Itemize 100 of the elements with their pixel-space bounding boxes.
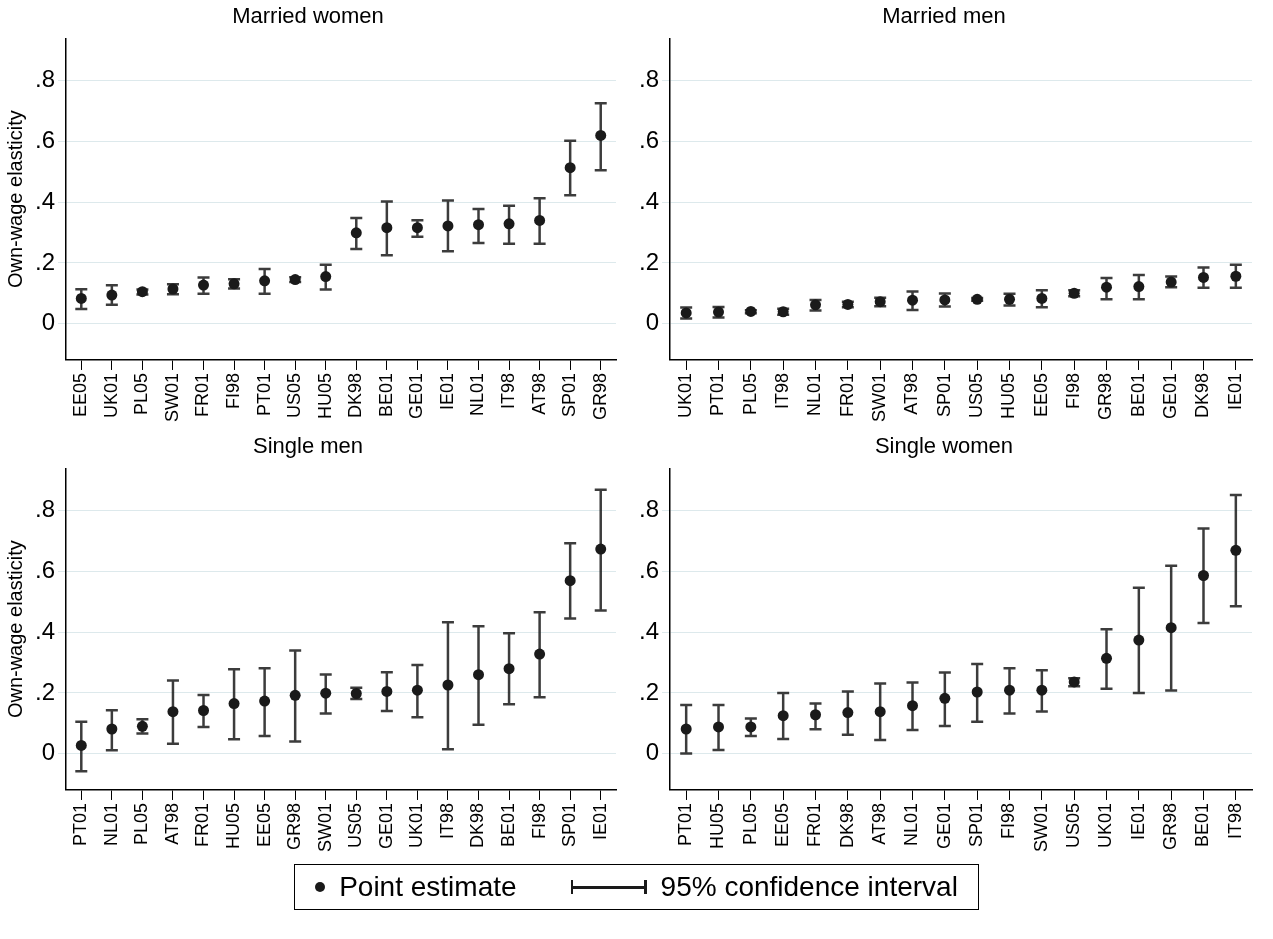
point [228,698,240,710]
x-tick-label: FR01 [192,372,213,417]
x-tick-label: FR01 [836,372,857,417]
point [595,543,607,555]
x-tick-label: UK01 [100,372,121,419]
point [1230,270,1242,282]
x-tick-label: US05 [1063,802,1084,849]
x-tick-label: IT98 [498,372,519,410]
point [564,162,576,174]
point [350,227,362,239]
x-tick-label: FR01 [804,802,825,847]
point [198,279,210,291]
y-tick-label: 0 [41,738,56,766]
x-tick-label: NL01 [100,802,121,847]
x-tick-label: EE05 [70,372,91,418]
point [473,219,484,231]
point [680,723,692,735]
point [503,218,515,230]
x-tick-label: SP01 [559,372,580,418]
point [198,705,210,716]
x-tick-label: GR98 [284,802,305,851]
y-tick-label: .8 [639,65,660,93]
point [381,685,393,697]
y-tick-label: .8 [35,65,56,93]
x-tick-label: SW01 [869,372,890,423]
x-tick-label: SP01 [559,802,580,848]
x-tick-label: IE01 [1224,372,1245,411]
legend-label: Point estimate [339,871,517,903]
point [939,692,951,704]
point [1133,281,1145,293]
y-tick-label: 0 [645,738,660,766]
x-tick-label: US05 [345,802,366,849]
point [1004,684,1016,696]
point [907,700,919,712]
x-tick-label: US05 [284,372,305,419]
x-tick-label: DK98 [836,802,857,849]
x-tick-label: HU05 [223,802,244,850]
x-tick-label: UK01 [1095,802,1116,849]
chart-title: Married men [882,3,1006,29]
point [810,709,822,721]
point [320,271,332,283]
y-tick-label: .4 [35,616,56,644]
x-tick-label: GE01 [933,802,954,850]
x-tick-label: DK98 [345,372,366,419]
x-tick-label: HU05 [707,802,728,850]
chart-title: Single men [252,433,364,459]
y-tick-label: .4 [639,616,660,644]
x-tick-label: FI98 [528,802,549,840]
point [259,695,271,707]
x-tick-label: SP01 [933,372,954,418]
x-tick-label: SW01 [161,372,182,423]
x-tick-label: NL01 [467,372,488,417]
x-tick-label: PT01 [70,802,91,847]
x-tick-label: HU05 [998,372,1019,420]
x-tick-label: GR98 [1160,802,1181,851]
chart-title: Married women [232,3,384,29]
x-tick-label: FI98 [1063,372,1084,410]
x-tick-label: AT98 [161,802,182,845]
point [534,214,546,226]
point [442,679,454,691]
y-tick-label: .2 [35,247,56,275]
point [381,222,393,234]
point [842,707,854,719]
x-tick-label: NL01 [804,372,825,417]
x-tick-label: PL05 [131,372,152,416]
x-tick-label: DK98 [467,802,488,849]
x-tick-label: FI98 [223,372,244,410]
x-tick-label: AT98 [869,802,890,845]
x-tick-label: IE01 [1127,802,1148,841]
x-tick-label: PT01 [253,372,274,417]
point [411,222,423,234]
x-tick-label: UK01 [675,372,696,419]
x-tick-label: IE01 [436,372,457,411]
x-tick-label: GE01 [375,802,396,850]
point [874,706,886,718]
x-tick-label: IT98 [1224,802,1245,840]
y-tick-label: .8 [639,495,660,523]
point [971,686,983,698]
point [595,129,607,141]
y-tick-label: .6 [639,556,660,584]
x-tick-label: BE01 [1127,372,1148,418]
point [75,739,87,751]
x-tick-label: AT98 [528,372,549,415]
x-tick-label: PL05 [739,372,760,416]
x-tick-label: BE01 [375,372,396,418]
y-tick-label: .6 [639,126,660,154]
x-tick-label: PL05 [739,802,760,846]
x-tick-label: BE01 [498,802,519,848]
x-tick-label: EE05 [253,802,274,848]
y-axis-title: Own-wage elasticity [3,540,26,719]
point [1133,634,1145,646]
x-tick-label: IT98 [772,372,793,410]
x-tick-label: SW01 [1030,802,1051,853]
text: 95% confidence interval [660,871,958,903]
y-tick-label: .6 [35,126,56,154]
x-tick-label: UK01 [406,802,427,849]
x-tick-label: PT01 [675,802,696,847]
y-tick-label: .4 [639,186,660,214]
point [320,687,332,699]
x-tick-label: DK98 [1192,372,1213,419]
